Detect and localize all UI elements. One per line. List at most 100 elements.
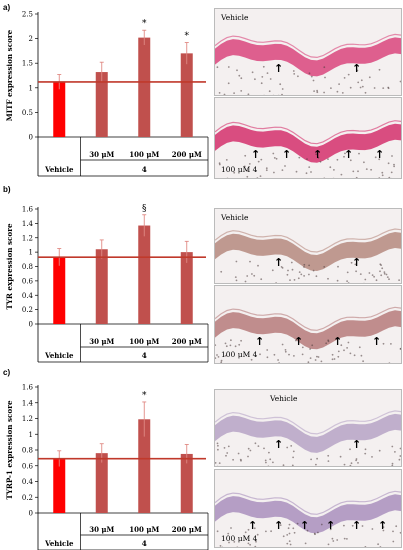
stratum-corneum xyxy=(215,228,401,253)
cell-nucleus xyxy=(388,176,391,178)
panel-label: a) xyxy=(3,3,11,12)
cell-nucleus xyxy=(273,157,276,159)
cell-nucleus xyxy=(353,354,356,357)
y-tick-label: 0.6 xyxy=(22,277,34,285)
cell-nucleus xyxy=(303,263,306,266)
cell-nucleus xyxy=(286,534,289,536)
cell-nucleus xyxy=(358,346,361,349)
tissue-section xyxy=(215,98,401,178)
cell-nucleus xyxy=(220,547,222,548)
cell-nucleus xyxy=(399,80,401,83)
cell-nucleus xyxy=(266,356,269,359)
category-label: 30 μM xyxy=(89,150,114,159)
category-label: 200 μM xyxy=(172,525,202,534)
cell-nucleus xyxy=(355,459,357,462)
y-axis-label: TYRP-1 expression score xyxy=(5,400,14,500)
category-label: 30 μM xyxy=(89,525,114,534)
cell-nucleus xyxy=(349,159,352,162)
cell-nucleus xyxy=(399,455,401,457)
cell-nucleus xyxy=(228,541,230,544)
cell-nucleus xyxy=(357,81,360,84)
cell-nucleus xyxy=(339,455,342,458)
cell-nucleus xyxy=(254,442,257,445)
bar xyxy=(53,81,66,137)
bar xyxy=(138,225,151,324)
cell-nucleus xyxy=(284,349,287,351)
cell-nucleus xyxy=(356,69,359,72)
cell-nucleus xyxy=(224,354,227,357)
cell-nucleus xyxy=(262,65,265,68)
cell-nucleus xyxy=(331,358,334,361)
cell-nucleus xyxy=(269,78,272,80)
micrograph-caption: Vehicle xyxy=(221,13,249,22)
y-tick-label: 1.6 xyxy=(22,384,34,392)
cell-nucleus xyxy=(265,169,268,172)
cell-nucleus xyxy=(315,463,317,466)
panel-label: b) xyxy=(3,185,11,194)
cell-nucleus xyxy=(253,527,256,530)
cell-nucleus xyxy=(287,527,290,530)
cell-nucleus xyxy=(346,280,348,282)
cell-nucleus xyxy=(216,442,219,445)
cell-nucleus xyxy=(313,90,315,92)
cell-nucleus xyxy=(236,546,239,547)
cell-nucleus xyxy=(347,341,350,344)
cell-nucleus xyxy=(218,462,221,464)
cell-nucleus xyxy=(281,343,284,346)
cell-nucleus xyxy=(327,460,330,462)
cell-nucleus xyxy=(347,282,350,283)
cell-nucleus xyxy=(359,86,362,89)
cell-nucleus xyxy=(234,345,237,348)
cell-nucleus xyxy=(399,531,401,534)
cell-nucleus xyxy=(307,361,310,363)
cell-nucleus xyxy=(368,76,371,79)
cell-nucleus xyxy=(288,532,291,535)
arrow-up-icon: ↑ xyxy=(255,335,265,348)
cell-nucleus xyxy=(287,269,289,272)
cell-nucleus xyxy=(292,456,294,459)
cell-nucleus xyxy=(225,345,228,348)
category-label: 100 μM xyxy=(129,337,159,346)
category-label: 100 μM xyxy=(129,150,159,159)
arrow-up-icon: ↑ xyxy=(274,256,284,269)
y-tick-label: 1.5 xyxy=(22,60,33,68)
epidermis-layer xyxy=(215,413,401,453)
cell-nucleus xyxy=(257,160,260,163)
cell-nucleus xyxy=(332,540,335,542)
bar xyxy=(180,53,193,137)
cell-nucleus xyxy=(297,75,299,78)
cell-nucleus xyxy=(216,66,219,69)
tissue-section xyxy=(215,286,401,363)
cell-nucleus xyxy=(295,339,297,342)
bar xyxy=(138,419,151,513)
cell-nucleus xyxy=(254,78,256,81)
cell-nucleus xyxy=(380,274,383,277)
cell-nucleus xyxy=(260,466,262,467)
arrow-up-icon: ↑ xyxy=(378,519,388,532)
cell-nucleus xyxy=(278,362,280,363)
cell-nucleus xyxy=(320,523,323,526)
cell-nucleus xyxy=(379,270,381,273)
y-tick-label: 1.6 xyxy=(22,206,34,214)
cell-nucleus xyxy=(254,545,257,547)
cell-nucleus xyxy=(281,169,284,171)
cell-nucleus xyxy=(343,349,345,352)
cell-nucleus xyxy=(218,92,221,94)
cell-nucleus xyxy=(309,357,312,359)
cell-nucleus xyxy=(301,353,304,356)
cell-nucleus xyxy=(217,444,219,447)
y-tick-label: 0.4 xyxy=(22,478,34,486)
cell-nucleus xyxy=(240,90,243,92)
cell-nucleus xyxy=(320,360,323,363)
cell-nucleus xyxy=(251,71,254,74)
cell-nucleus xyxy=(255,540,257,543)
cell-nucleus xyxy=(308,273,310,276)
tissue-section xyxy=(215,390,401,467)
micrograph-caption: 100 μM 4 xyxy=(221,350,258,359)
cell-nucleus xyxy=(235,260,238,263)
cell-nucleus xyxy=(373,87,376,89)
cell-nucleus xyxy=(235,279,238,282)
cell-nucleus xyxy=(265,530,267,533)
cell-nucleus xyxy=(233,92,235,94)
cell-nucleus xyxy=(219,545,222,547)
